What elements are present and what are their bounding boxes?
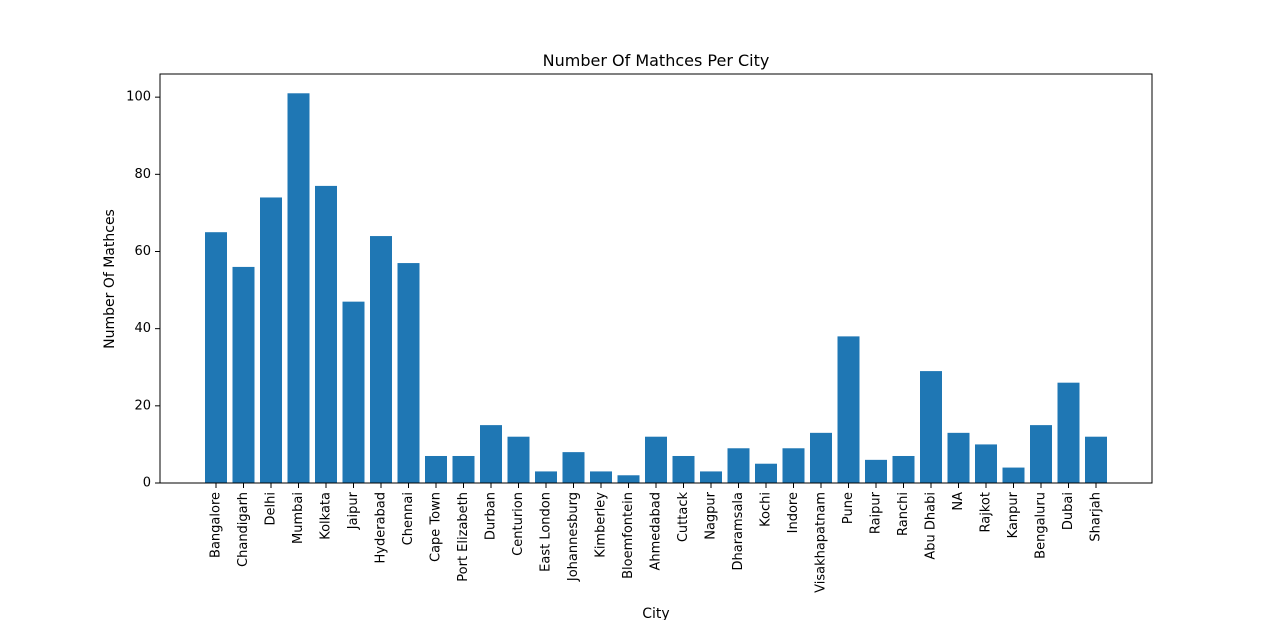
bar-pune bbox=[837, 336, 860, 483]
y-axis: 0 20 40 60 80 100 bbox=[126, 90, 160, 491]
y-axis-title: Number Of Mathces bbox=[102, 209, 118, 349]
bar-dubai bbox=[1057, 382, 1080, 483]
bar-rajkot bbox=[975, 444, 997, 483]
x-tick-label: Bloemfontein bbox=[621, 492, 636, 579]
x-tick-label: Cuttack bbox=[676, 492, 691, 543]
x-tick-label: Jaipur bbox=[346, 491, 361, 530]
x-tick-label: Nagpur bbox=[704, 491, 719, 539]
x-tick-label: Raipur bbox=[869, 491, 884, 534]
bar-johannesburg bbox=[562, 452, 585, 483]
bar-ahmedabad bbox=[645, 436, 667, 483]
x-tick-label: Sharjah bbox=[1089, 492, 1104, 542]
bar-hyderabad bbox=[370, 236, 392, 483]
x-tick-label: Mumbai bbox=[291, 492, 306, 544]
x-tick-label: Durban bbox=[484, 492, 499, 540]
bars-group bbox=[205, 93, 1107, 483]
x-tick-label: Chandigarh bbox=[236, 492, 251, 567]
bar-delhi bbox=[260, 197, 282, 483]
bar-sharjah bbox=[1085, 436, 1107, 483]
x-tick-label: Delhi bbox=[264, 492, 279, 525]
bar-centurion bbox=[507, 436, 530, 483]
bar-nagpur bbox=[700, 471, 722, 483]
bar-indore bbox=[782, 448, 805, 483]
bar-cuttack bbox=[672, 455, 695, 483]
bar-visakhapatnam bbox=[810, 432, 832, 483]
x-tick-label: NA bbox=[951, 492, 966, 511]
x-tick-label: Chennai bbox=[401, 492, 416, 545]
bar-chennai bbox=[397, 263, 420, 483]
bar-bengaluru bbox=[1030, 425, 1052, 483]
bar-east-london bbox=[535, 471, 557, 483]
x-tick-label: Ahmedabad bbox=[649, 492, 664, 570]
x-tick-label: Kimberley bbox=[594, 492, 609, 558]
bar-cape-town bbox=[425, 455, 447, 483]
bar-bangalore bbox=[205, 232, 227, 483]
bar-ranchi bbox=[892, 455, 915, 483]
x-tick-label: Bangalore bbox=[209, 492, 224, 558]
x-tick-label: Kochi bbox=[759, 492, 774, 527]
x-tick-label: Hyderabad bbox=[374, 492, 389, 564]
y-tick-label: 40 bbox=[134, 321, 151, 336]
x-tick-label: Rajkot bbox=[979, 492, 994, 532]
x-tick-label: Dharamsala bbox=[731, 492, 746, 571]
x-tick-label: Ranchi bbox=[896, 492, 911, 536]
bar-na bbox=[947, 432, 970, 483]
y-tick-label: 80 bbox=[134, 167, 151, 182]
y-tick-label: 60 bbox=[134, 244, 151, 259]
chart-title: Number Of Mathces Per City bbox=[543, 51, 770, 70]
x-tick-label: Kanpur bbox=[1006, 491, 1021, 538]
x-axis-title: City bbox=[642, 606, 669, 620]
y-tick-label: 0 bbox=[143, 476, 151, 491]
bar-jaipur bbox=[342, 301, 365, 483]
x-tick-label: Kolkata bbox=[319, 492, 334, 540]
x-tick-label: Indore bbox=[786, 492, 801, 533]
plot-frame bbox=[159, 73, 1153, 484]
x-tick-label: Johannesburg bbox=[566, 492, 581, 582]
x-tick-label: Abu Dhabi bbox=[924, 492, 939, 560]
y-tick-label: 20 bbox=[134, 398, 151, 413]
bar-kochi bbox=[755, 463, 777, 483]
bar-raipur bbox=[865, 459, 887, 483]
x-tick-label: East London bbox=[539, 492, 554, 572]
bar-mumbai bbox=[287, 93, 310, 483]
bar-kanpur bbox=[1002, 467, 1025, 483]
x-tick-label: Pune bbox=[841, 492, 856, 524]
bar-kimberley bbox=[590, 471, 612, 483]
x-tick-label: Port Elizabeth bbox=[456, 492, 471, 582]
x-tick-label: Dubai bbox=[1061, 492, 1076, 530]
x-tick-label: Visakhapatnam bbox=[814, 492, 829, 593]
x-tick-label: Bengaluru bbox=[1034, 492, 1049, 559]
y-tick-label: 100 bbox=[126, 90, 151, 105]
x-tick-label: Centurion bbox=[511, 492, 526, 556]
bar-abu-dhabi bbox=[920, 371, 942, 483]
bar-chandigarh bbox=[232, 266, 255, 483]
bar-bloemfontein bbox=[617, 475, 640, 483]
x-axis: Bangalore Chandigarh Delhi Mumbai Kolkata Jai… bbox=[209, 483, 1104, 593]
bar-durban bbox=[480, 425, 502, 483]
bar-kolkata bbox=[315, 185, 337, 483]
bar-dharamsala bbox=[727, 448, 750, 483]
bar-port-elizabeth bbox=[452, 455, 475, 483]
x-tick-label: Cape Town bbox=[429, 492, 444, 562]
